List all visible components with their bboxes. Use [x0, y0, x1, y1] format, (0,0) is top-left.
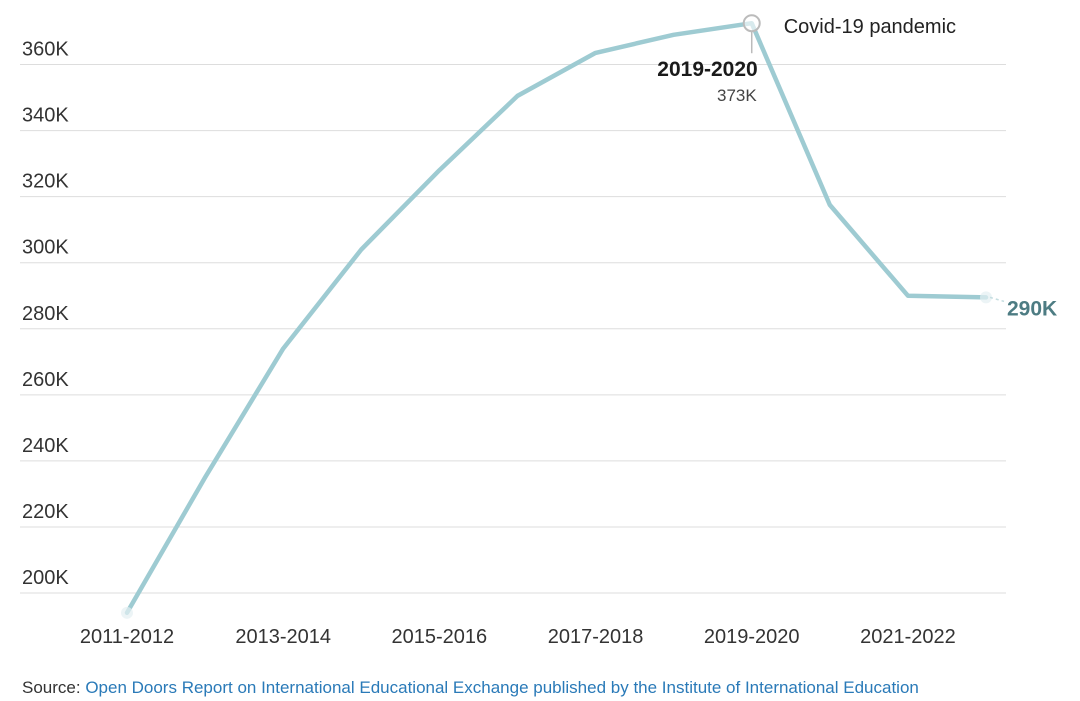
y-tick-label: 240K — [22, 435, 69, 457]
y-tick-label: 300K — [22, 237, 69, 259]
source-link[interactable]: Open Doors Report on International Educa… — [85, 678, 919, 697]
y-tick-label: 320K — [22, 171, 69, 193]
series-line — [124, 20, 989, 616]
covid-annotation-label: Covid-19 pandemic — [784, 16, 956, 38]
y-tick-label: 280K — [22, 303, 69, 325]
y-tick-label: 200K — [22, 567, 69, 589]
peak-marker-ring — [742, 14, 761, 33]
x-tick-label: 2019-2020 — [704, 626, 800, 648]
y-tick-label: 360K — [22, 39, 69, 61]
x-tick-label: 2021-2022 — [860, 626, 956, 648]
y-tick-label: 260K — [22, 369, 69, 391]
end-value-leader — [989, 296, 1005, 303]
x-tick-label: 2013-2014 — [235, 626, 331, 648]
x-tick-label: 2011-2012 — [80, 626, 174, 648]
y-tick-label: 220K — [22, 501, 69, 523]
line-chart: 200K 220K 240K 260K 280K 300K 320K 340K 360K 201… — [20, 14, 1057, 648]
y-axis-ticks: 200K 220K 240K 260K 280K 300K 320K 340K 360K — [22, 39, 69, 590]
source-prefix: Source: — [22, 678, 86, 697]
grid-lines — [20, 64, 1006, 594]
end-value-label: 290K — [1007, 297, 1057, 320]
peak-value-label: 373K — [717, 86, 757, 105]
annotations: Covid-19 pandemic 2019-2020 373K 290K — [657, 14, 1057, 320]
endpoint-dot — [980, 291, 992, 304]
series-layer — [121, 20, 992, 619]
x-tick-label: 2017-2018 — [548, 626, 644, 648]
peak-year-label: 2019-2020 — [657, 58, 757, 81]
x-tick-label: 2015-2016 — [392, 626, 488, 648]
source-note: Source: Open Doors Report on Internation… — [22, 678, 919, 698]
x-axis-ticks: 2011-2012 2013-2014 2015-2016 2017-2018 2019… — [80, 626, 956, 648]
y-tick-label: 340K — [22, 105, 69, 127]
endpoint-dot — [121, 606, 133, 619]
